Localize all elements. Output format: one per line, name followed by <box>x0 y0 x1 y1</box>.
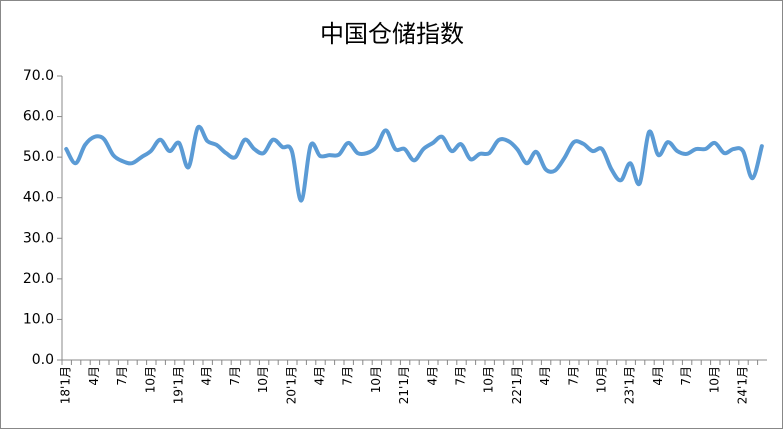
x-tick-label: 21'1月 <box>397 366 411 404</box>
x-tick-label: 23'1月 <box>623 366 637 404</box>
x-tick-label: 18'1月 <box>59 366 73 404</box>
x-tick-label: 7月 <box>566 366 580 386</box>
data-line <box>64 124 764 203</box>
x-tick-label: 10月 <box>482 366 496 393</box>
y-tick-label: 40.0 <box>23 190 54 206</box>
x-tick-label: 4月 <box>425 366 439 386</box>
x-tick-label: 10月 <box>256 366 270 393</box>
x-tick-label: 4月 <box>87 366 101 386</box>
y-tick-label: 30.0 <box>23 230 54 246</box>
x-tick-label: 7月 <box>454 366 468 386</box>
x-tick-label: 7月 <box>679 366 693 386</box>
x-tick-label: 7月 <box>115 366 129 386</box>
x-tick-label: 4月 <box>651 366 665 386</box>
y-tick-label: 50.0 <box>23 149 54 165</box>
x-tick-label: 24'1月 <box>736 366 750 404</box>
y-tick-label: 0.0 <box>32 352 54 368</box>
x-tick-label: 10月 <box>369 366 383 393</box>
y-tick-label: 60.0 <box>23 109 54 125</box>
chart-title: 中国仓储指数 <box>320 20 464 48</box>
x-tick-label: 20'1月 <box>284 366 298 404</box>
x-tick-label: 4月 <box>313 366 327 386</box>
x-tick-label: 10月 <box>595 366 609 393</box>
x-tick-label: 22'1月 <box>510 366 524 404</box>
x-tick-label: 4月 <box>200 366 214 386</box>
y-tick-label: 20.0 <box>23 271 54 287</box>
x-tick-label: 7月 <box>341 366 355 386</box>
x-tick-label: 7月 <box>228 366 242 386</box>
x-tick-label: 19'1月 <box>172 366 186 404</box>
x-tick-label: 10月 <box>707 366 721 393</box>
x-tick-label: 4月 <box>538 366 552 386</box>
y-tick-label: 10.0 <box>23 311 54 327</box>
x-tick-label: 10月 <box>143 366 157 393</box>
y-tick-label: 70.0 <box>23 68 54 84</box>
